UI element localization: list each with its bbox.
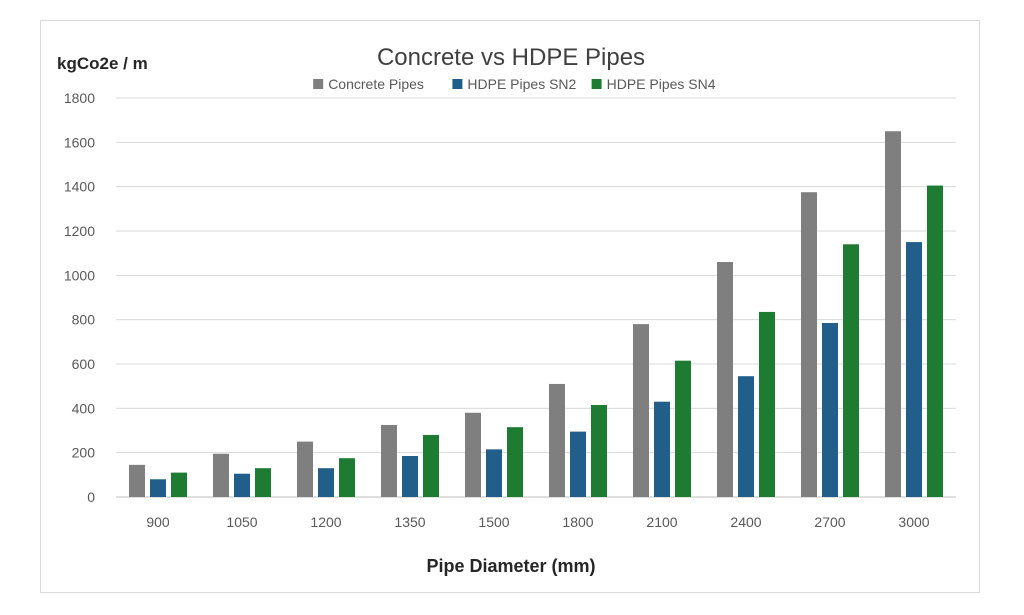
x-tick-label: 2100 <box>646 514 677 530</box>
bar-hdpe-pipes-sn4-1350 <box>423 434 439 497</box>
bar-concrete-pipes-1050 <box>213 453 229 497</box>
y-tick-label: 600 <box>72 356 96 372</box>
x-tick-label: 1800 <box>562 514 593 530</box>
bar-hdpe-pipes-sn4-2100 <box>675 360 691 497</box>
legend: Concrete Pipes HDPE Pipes SN2 HDPE Pipes S… <box>313 76 716 92</box>
bar-hdpe-pipes-sn2-3000 <box>906 242 922 497</box>
y-tick-label: 200 <box>72 445 96 461</box>
bar-concrete-pipes-2400 <box>717 262 733 497</box>
x-tick-label: 1050 <box>226 514 257 530</box>
legend-label-hdpe-pipes-sn2: HDPE Pipes SN2 <box>467 76 576 92</box>
bar-hdpe-pipes-sn2-1500 <box>486 449 502 497</box>
x-tick-label: 2700 <box>814 514 845 530</box>
bar-concrete-pipes-2700 <box>801 192 817 498</box>
legend-label-hdpe-pipes-sn4: HDPE Pipes SN4 <box>607 76 716 92</box>
grid-lines <box>116 97 956 498</box>
bar-hdpe-pipes-sn4-1800 <box>591 405 607 497</box>
bar-concrete-pipes-1500 <box>465 412 481 497</box>
bar-concrete-pipes-1200 <box>297 441 313 497</box>
bar-hdpe-pipes-sn4-1200 <box>339 458 355 497</box>
bar-concrete-pipes-2100 <box>633 324 649 497</box>
bar-hdpe-pipes-sn4-2400 <box>759 311 775 497</box>
bar-hdpe-pipes-sn2-2400 <box>738 376 754 497</box>
legend-label-concrete-pipes: Concrete Pipes <box>328 76 424 92</box>
bar-hdpe-pipes-sn4-1500 <box>507 427 523 497</box>
bar-hdpe-pipes-sn4-900 <box>171 472 187 497</box>
y-tick-label: 0 <box>87 489 95 505</box>
x-tick-label: 900 <box>146 514 170 530</box>
bar-hdpe-pipes-sn4-2700 <box>843 244 859 497</box>
y-axis-label: kgCo2e / m <box>57 54 148 73</box>
bar-hdpe-pipes-sn2-900 <box>150 479 166 497</box>
bar-hdpe-pipes-sn2-1200 <box>318 468 334 497</box>
x-tick-label: 1350 <box>394 514 425 530</box>
y-tick-label: 1000 <box>64 267 95 283</box>
x-tick-label: 2400 <box>730 514 761 530</box>
legend-swatch-hdpe-pipes-sn2 <box>452 79 463 89</box>
bar-hdpe-pipes-sn2-1350 <box>402 455 418 497</box>
x-tick-label: 1500 <box>478 514 509 530</box>
x-tick-label: 3000 <box>898 514 929 530</box>
y-tick-label: 1600 <box>64 134 95 150</box>
bar-hdpe-pipes-sn2-1050 <box>234 473 250 497</box>
legend-swatch-concrete-pipes <box>313 79 324 89</box>
y-tick-label: 1400 <box>64 179 95 195</box>
x-tick-labels: 900 1050 1200 1350 1500 1800 2100 2400 2700 3000 <box>146 514 929 530</box>
bar-concrete-pipes-1800 <box>549 383 565 497</box>
bar-concrete-pipes-3000 <box>885 131 901 497</box>
y-tick-labels: 0 200 400 600 800 1000 1200 1400 1600 1800 <box>64 90 95 505</box>
x-tick-label: 1200 <box>310 514 341 530</box>
x-axis-label: Pipe Diameter (mm) <box>426 556 595 576</box>
bar-concrete-pipes-900 <box>129 464 145 497</box>
bar-hdpe-pipes-sn2-2700 <box>822 322 838 497</box>
y-tick-label: 1200 <box>64 223 95 239</box>
bar-hdpe-pipes-sn4-3000 <box>927 185 943 497</box>
y-tick-label: 800 <box>72 312 96 328</box>
chart-frame: 0 200 400 600 800 1000 1200 1400 1600 1800 900 105… <box>40 20 980 593</box>
y-tick-label: 400 <box>72 400 96 416</box>
bar-hdpe-pipes-sn2-1800 <box>570 431 586 497</box>
chart-svg: 0 200 400 600 800 1000 1200 1400 1600 1800 900 105… <box>57 44 956 576</box>
chart-title: Concrete vs HDPE Pipes <box>377 44 645 71</box>
bar-hdpe-pipes-sn2-2100 <box>654 401 670 497</box>
legend-swatch-hdpe-pipes-sn4 <box>591 79 602 89</box>
bar-concrete-pipes-1350 <box>381 424 397 497</box>
bars <box>129 131 943 498</box>
bar-hdpe-pipes-sn4-1050 <box>255 468 271 497</box>
y-tick-label: 1800 <box>64 90 95 106</box>
